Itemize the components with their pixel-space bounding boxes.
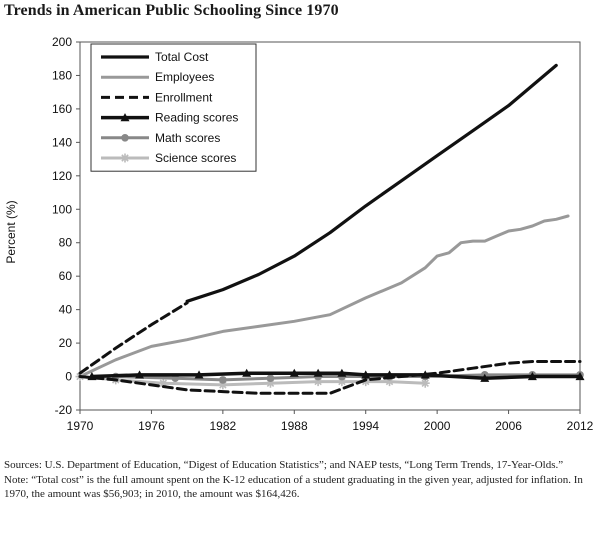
data-point-science-scores [385, 377, 395, 387]
x-tick-label: 2000 [424, 419, 451, 433]
series-line-math-scores [114, 373, 582, 382]
chart: Percent (%) -20 0 20 40 60 80 100 120 140 160 180 2… [4, 35, 594, 433]
y-tick-label: 200 [52, 35, 72, 49]
data-point-science-scores [420, 378, 430, 388]
x-tick-label: 1970 [67, 419, 94, 433]
series-line-employees [78, 214, 570, 378]
legend: Total Cost Employees Enrollment Reading sco… [90, 43, 257, 172]
data-point-reading-scores [480, 373, 490, 382]
legend-label-science-scores: Science scores [155, 151, 236, 165]
data-point-reading-scores [527, 372, 537, 381]
data-point-math-scores [266, 374, 275, 383]
data-point-reading-scores [242, 368, 252, 377]
axes: -20 0 20 40 60 80 100 120 140 160 180 200 1970 1976 19… [52, 35, 594, 433]
series-reading-scores [87, 368, 585, 382]
data-point-reading-scores [337, 368, 347, 377]
chart-notes: Sources: U.S. Department of Education, “… [4, 458, 594, 502]
chart-title: Trends in American Public Schooling Sinc… [4, 2, 339, 19]
data-point-reading-scores [361, 370, 371, 379]
data-point-reading-scores [135, 370, 145, 379]
y-tick-label: 180 [52, 68, 72, 82]
legend-label-total-cost: Total Cost [155, 50, 209, 64]
y-tick-label: 100 [52, 202, 72, 216]
y-tick-label: 20 [59, 336, 73, 350]
y-tick-label: 0 [65, 370, 72, 384]
x-tick-label: 1994 [352, 419, 379, 433]
x-tick-label: 2006 [495, 419, 522, 433]
legend-marker-science-scores [120, 153, 130, 163]
series-total-cost [185, 63, 558, 303]
y-tick-label: -20 [55, 403, 73, 417]
data-point-science-scores [337, 377, 347, 387]
x-tick-label: 1976 [138, 419, 165, 433]
data-point-reading-scores [194, 370, 204, 379]
legend-marker-math-scores [121, 133, 129, 142]
legend-label-math-scores: Math scores [155, 131, 220, 145]
series-line-science-scores [78, 375, 427, 387]
series-line-enrollment-upper [78, 301, 189, 375]
data-point-science-scores [361, 377, 371, 387]
data-point-science-scores [158, 378, 168, 388]
legend-box [90, 43, 257, 172]
data-point-reading-scores [420, 370, 430, 379]
x-tick-label: 1988 [281, 419, 308, 433]
y-tick-label: 140 [52, 135, 72, 149]
series-line-enrollment [78, 360, 582, 395]
series-line-total-cost [185, 63, 558, 303]
data-point-reading-scores [575, 372, 585, 381]
data-point-reading-scores [289, 368, 299, 377]
sources-note: Sources: U.S. Department of Education, “… [4, 459, 564, 471]
y-tick-label: 60 [59, 269, 73, 283]
legend-label-employees: Employees [155, 70, 214, 84]
y-tick-label: 40 [59, 303, 73, 317]
definition-note: Note: “Total cost” is the full amount sp… [4, 473, 583, 501]
x-tick-label: 1982 [210, 419, 237, 433]
data-point-math-scores [219, 376, 227, 384]
data-point-science-scores [265, 378, 275, 388]
series-enrollment [78, 301, 582, 395]
series-employees [78, 214, 570, 378]
legend-label-reading-scores: Reading scores [155, 111, 238, 125]
data-point-science-scores [313, 377, 323, 387]
legend-label-enrollment: Enrollment [155, 90, 213, 104]
y-tick-label: 160 [52, 102, 72, 116]
plot-frame [79, 41, 581, 411]
data-point-science-scores [218, 380, 228, 390]
legend-marker-reading-scores [120, 113, 130, 122]
y-tick-label: 80 [59, 236, 73, 250]
data-point-reading-scores [87, 372, 97, 381]
x-tick-label: 2012 [567, 419, 594, 433]
y-tick-label: 120 [52, 169, 72, 183]
y-axis-label: Percent (%) [4, 200, 18, 263]
series-layer [75, 63, 585, 395]
data-point-reading-scores [385, 370, 395, 379]
data-point-reading-scores [313, 368, 323, 377]
